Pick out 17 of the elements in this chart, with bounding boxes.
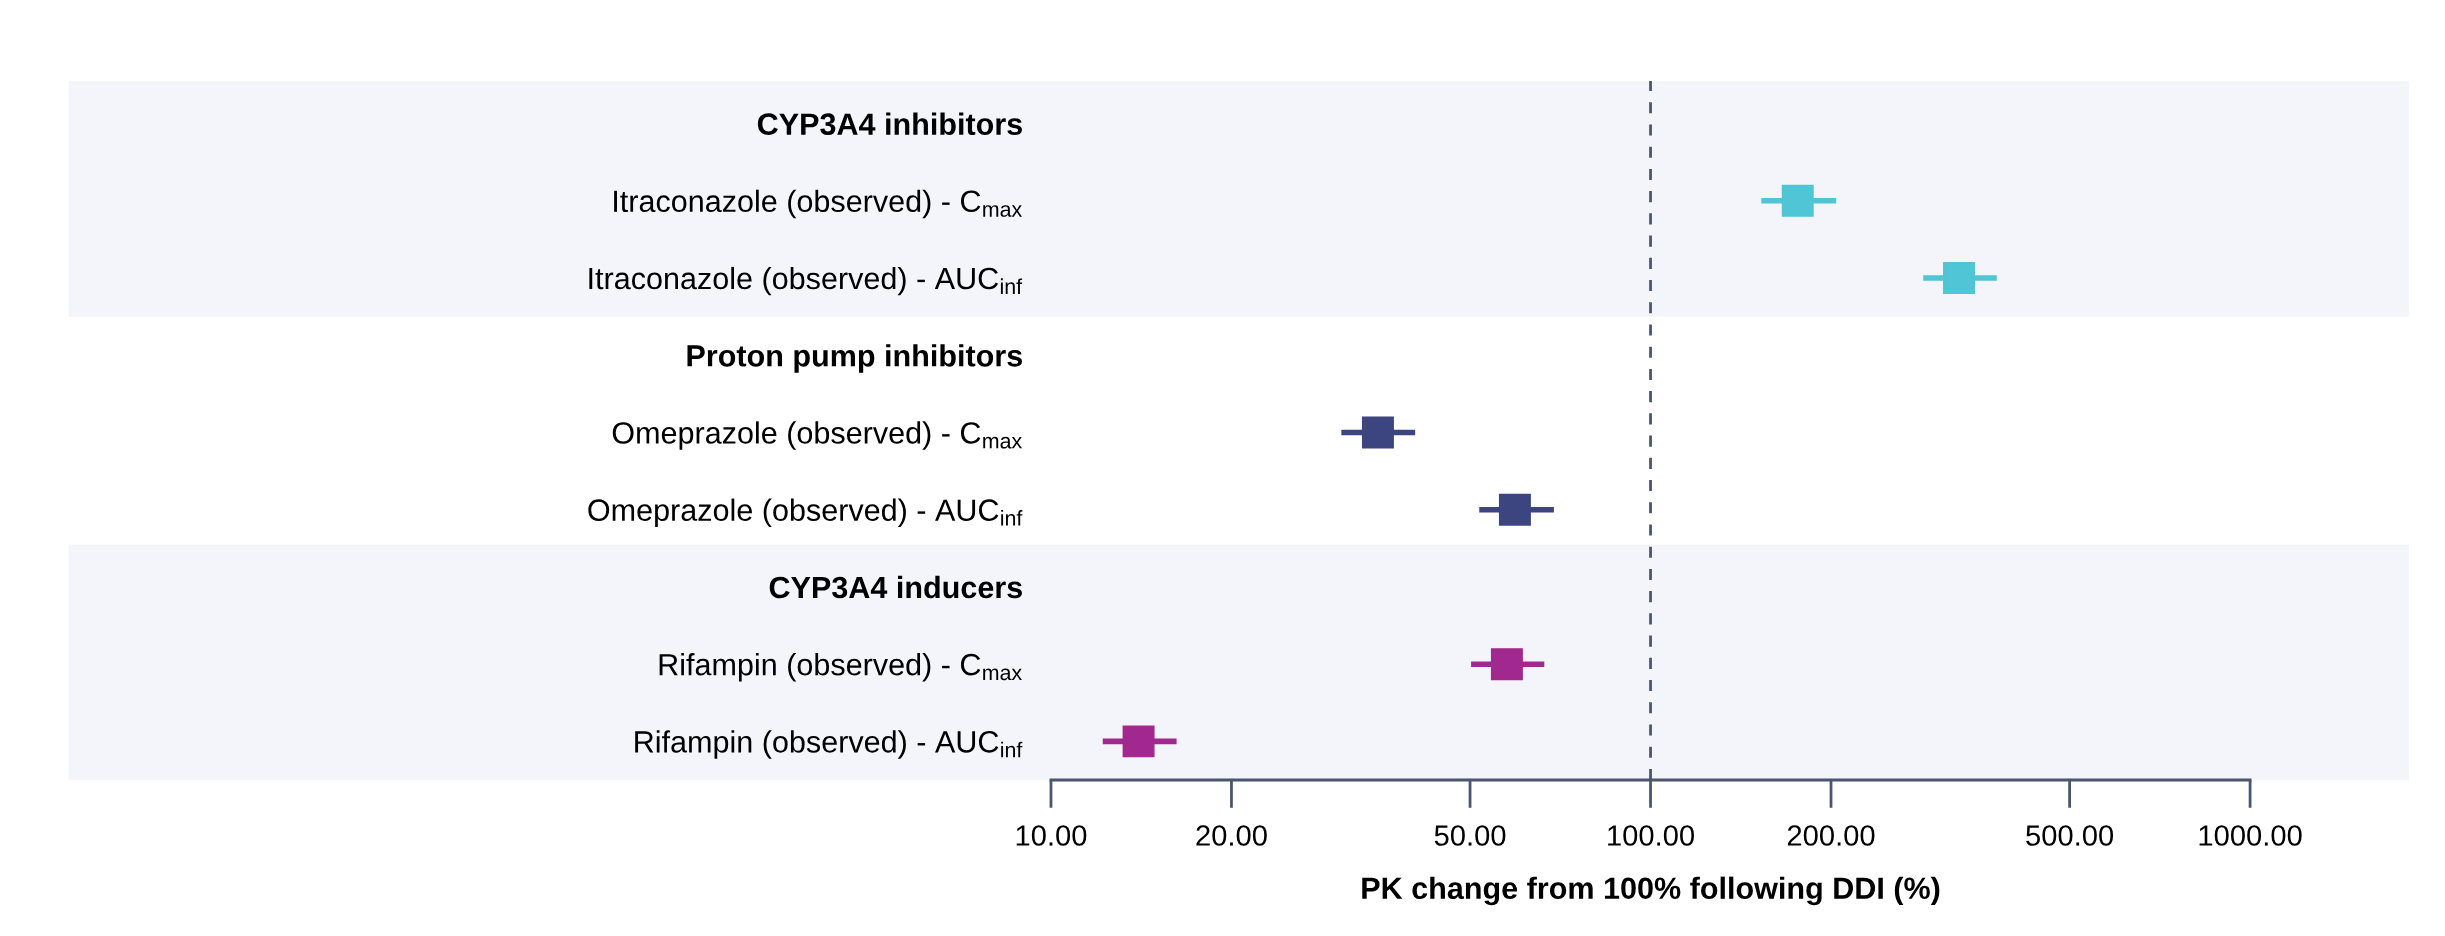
y-tick-label: Itraconazole (observed) - AUC$_{inf}$ xyxy=(589,266,1023,296)
x-tick-label: 50.00 xyxy=(1434,825,1506,846)
y-tick-label: Omeprazole (observed) - C$_{max}$ xyxy=(612,421,1022,450)
x-tick-label: 100.00 xyxy=(1608,825,1694,846)
y-tick-label: Proton pump inhibitors xyxy=(687,344,1022,373)
y-tick-label: CYP3A4 inducers xyxy=(769,575,1022,599)
x-tick-label: 10.00 xyxy=(1016,825,1087,846)
y-tick-label: Rifampin (observed) - C$_{max}$ xyxy=(659,653,1022,682)
y-tick-label: CYP3A4 inhibitors xyxy=(757,112,1022,136)
x-tick-label: 1000.00 xyxy=(2199,825,2302,846)
x-tick-label: 20.00 xyxy=(1196,825,1267,846)
y-tick-label: Rifampin (observed) - AUC$_{inf}$ xyxy=(635,730,1023,759)
x-tick-label: 200.00 xyxy=(1787,825,1875,846)
y-tick-label: Omeprazole (observed) - AUC$_{inf}$ xyxy=(588,498,1023,528)
x-axis-title: PK change from 100% following DDI (%) xyxy=(1362,876,1940,906)
x-tick-label: 500.00 xyxy=(2026,825,2114,846)
y-tick-label: Itraconazole (observed) - C$_{max}$ xyxy=(614,189,1022,219)
